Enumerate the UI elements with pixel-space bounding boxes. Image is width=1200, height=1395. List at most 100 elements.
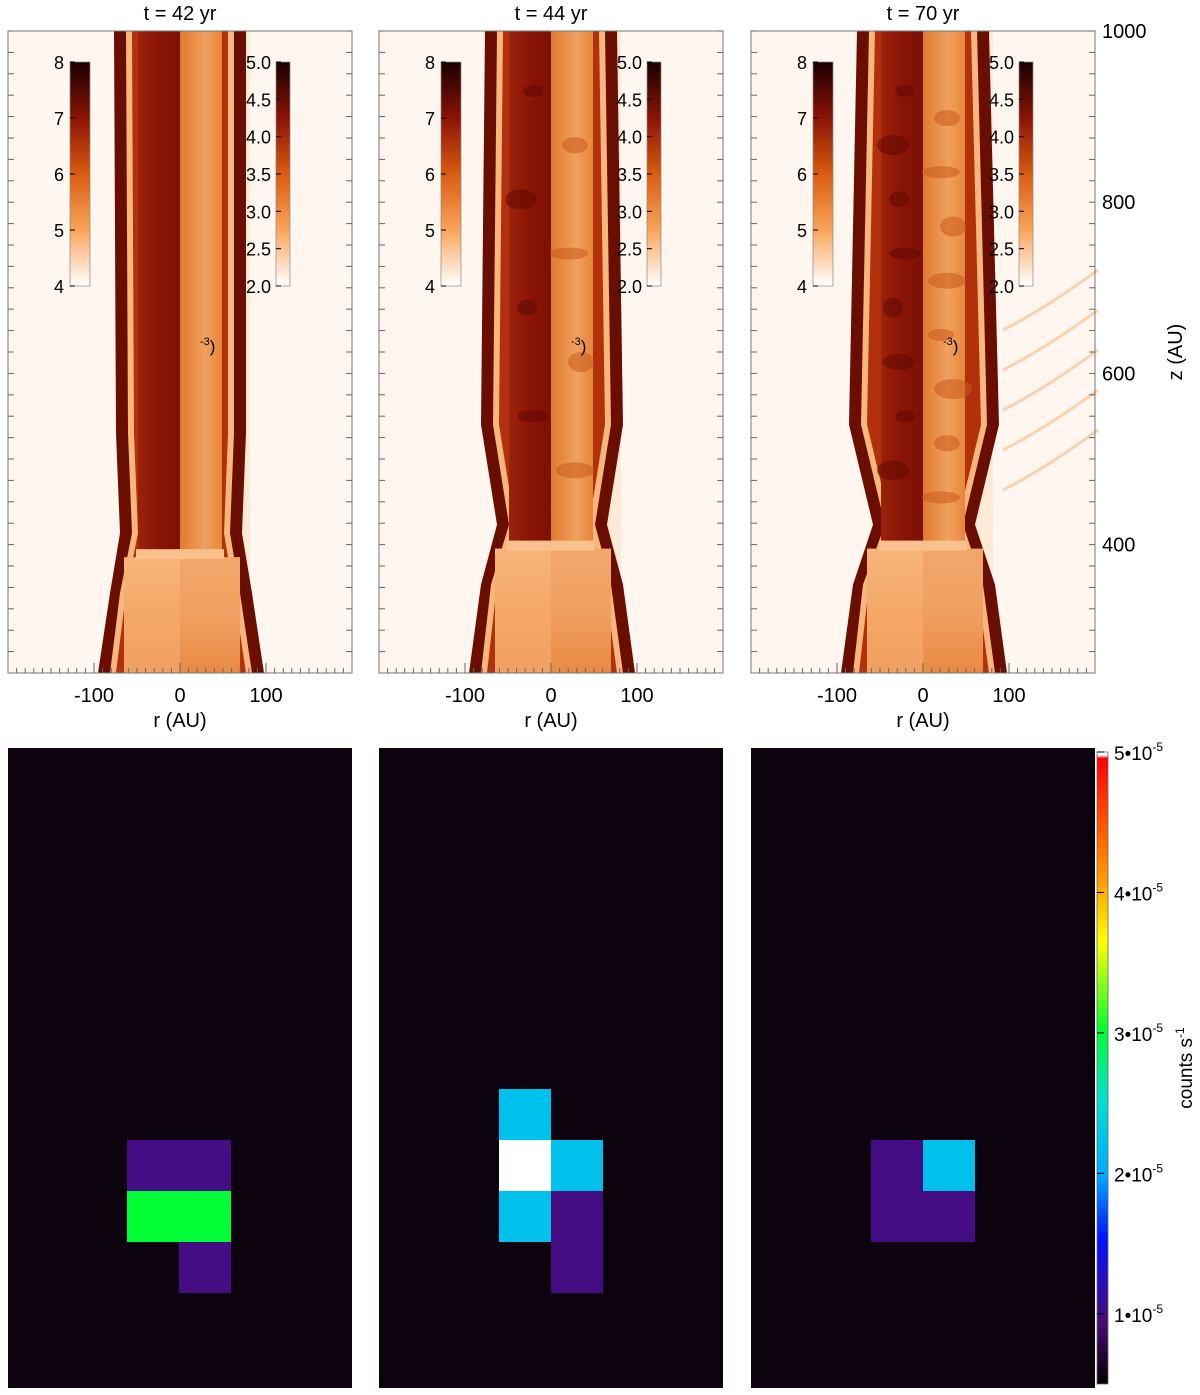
counts-tick-exponent: -5 xyxy=(1152,1161,1163,1175)
xray-background xyxy=(751,748,1095,1388)
turbulent-eddy xyxy=(556,462,594,479)
count-pixel xyxy=(923,1140,975,1191)
density-tick-label: 4.0 xyxy=(989,128,1014,148)
counts-tick-mantissa: 5•10 xyxy=(1114,744,1152,765)
counts-tick-exponent: -5 xyxy=(1152,1021,1163,1035)
density-tick-label: 3.5 xyxy=(246,165,271,185)
counts-tick-label: 1•10-5 xyxy=(1114,1302,1163,1327)
x-tick-label: 0 xyxy=(174,685,185,707)
bow-wave xyxy=(1002,268,1099,332)
counts-tick-mantissa: 1•10 xyxy=(1114,1306,1152,1327)
temperature-tick-label: 4 xyxy=(797,277,807,297)
turbulent-eddy xyxy=(889,247,921,260)
temperature-tick-label: 7 xyxy=(54,109,64,129)
x-tick-label: -100 xyxy=(74,685,114,707)
count-pixel xyxy=(923,1191,975,1242)
turbulent-eddy xyxy=(562,137,588,154)
density-label-close: ) xyxy=(581,337,587,356)
count-pixel xyxy=(179,1242,231,1293)
x-tick-label: -100 xyxy=(817,685,857,707)
density-tick-label: 2.5 xyxy=(246,240,271,260)
y-axis-label: z (AU) xyxy=(1165,324,1187,381)
counts-tick-exponent: -5 xyxy=(1152,880,1163,894)
counts-label-text: counts s xyxy=(1176,1038,1197,1109)
count-pixel xyxy=(551,1191,603,1242)
density-tick-label: 3.5 xyxy=(989,165,1014,185)
counts-tick-exponent: -5 xyxy=(1152,1302,1163,1316)
working-surface xyxy=(136,549,224,560)
turbulent-eddy xyxy=(934,110,960,127)
counts-tick-mantissa: 2•10 xyxy=(1114,1165,1152,1186)
counts-colorbar-label: counts s-1 xyxy=(1173,1027,1197,1109)
density-tick-label: 5.0 xyxy=(246,53,271,73)
temperature-tick-label: 7 xyxy=(797,109,807,129)
x-tick-label: 100 xyxy=(249,685,282,707)
turbulent-eddy xyxy=(934,435,960,452)
turbulent-eddy xyxy=(505,189,537,210)
turbulent-eddy xyxy=(889,191,909,208)
turbulent-eddy xyxy=(940,216,966,237)
turbulent-eddy xyxy=(568,352,594,372)
x-tick-label: 100 xyxy=(620,685,653,707)
count-pixel xyxy=(499,1089,551,1140)
panel-1: 4 5 6 7 8 2.0 2.5 3.0 3.5 4.0 4.5 5.0 -3) xyxy=(7,30,353,674)
panel-3: 4 5 6 7 8 2.0 2.5 3.0 3.5 4.0 4.5 5.0 -3) xyxy=(750,30,1099,674)
bow-wave xyxy=(1002,348,1099,412)
turbulent-eddy xyxy=(922,166,960,179)
lower-temperature-region xyxy=(495,548,551,673)
temperature-core xyxy=(509,31,551,545)
lower-temperature-region xyxy=(124,557,180,673)
turbulent-eddy xyxy=(895,85,915,97)
temperature-tick-label: 6 xyxy=(425,165,435,185)
simulation-axes: t = 42 yr -100 0 100 r (AU) t = 44 yr -100 0 100… xyxy=(8,3,1187,732)
temperature-tick-label: 5 xyxy=(797,221,807,241)
density-core xyxy=(551,31,593,545)
count-pixel xyxy=(499,1140,551,1191)
count-pixel xyxy=(127,1140,179,1191)
turbulent-eddy xyxy=(877,135,909,156)
density-tick-label: 2.0 xyxy=(617,277,642,297)
counts-tick-mantissa: 3•10 xyxy=(1114,1025,1152,1046)
density-tick-label: 4.0 xyxy=(617,128,642,148)
x-tick-label: 0 xyxy=(545,685,556,707)
density-tick-label: 4.5 xyxy=(246,90,271,110)
xray-panels xyxy=(8,748,1095,1388)
density-tick-label: 3.5 xyxy=(617,165,642,185)
temperature-tick-label: 8 xyxy=(797,53,807,73)
density-tick-label: 2.0 xyxy=(989,277,1014,297)
density-tick-label: 2.5 xyxy=(617,240,642,260)
density-tick-label: 5.0 xyxy=(989,53,1014,73)
turbulent-eddy xyxy=(928,272,966,289)
count-pixel xyxy=(551,1140,603,1191)
counts-tick-exponent: -5 xyxy=(1152,740,1163,754)
density-label-exponent: -3 xyxy=(571,336,581,348)
density-tick-label: 4.5 xyxy=(989,90,1014,110)
turbulent-eddy xyxy=(523,85,543,97)
density-label: -3) xyxy=(571,336,586,356)
counts-tick-label: 4•10-5 xyxy=(1114,880,1163,905)
turbulent-eddy xyxy=(517,299,537,316)
turbulent-eddy xyxy=(550,247,588,260)
density-label: -3) xyxy=(200,336,215,356)
density-tick-label: 5.0 xyxy=(617,53,642,73)
x-tick-label: 100 xyxy=(992,685,1025,707)
temperature-core xyxy=(138,31,180,554)
temperature-tick-label: 6 xyxy=(54,165,64,185)
density-label-close: ) xyxy=(953,337,959,356)
x-axis-label: r (AU) xyxy=(524,710,577,732)
xray-panel-3 xyxy=(751,748,1095,1388)
turbulent-eddy xyxy=(922,491,960,504)
temperature-core xyxy=(881,31,923,545)
x-tick-label: 0 xyxy=(917,685,928,707)
density-tick-label: 2.0 xyxy=(246,277,271,297)
count-pixel xyxy=(127,1191,179,1242)
counts-tick-label: 2•10-5 xyxy=(1114,1161,1163,1186)
count-pixel xyxy=(179,1191,231,1242)
counts-tick-label: 5•10-5 xyxy=(1114,740,1163,765)
x-axis-label: r (AU) xyxy=(153,710,206,732)
lower-temperature-region xyxy=(867,548,923,673)
temperature-tick-label: 6 xyxy=(797,165,807,185)
temperature-tick-label: 5 xyxy=(425,221,435,241)
